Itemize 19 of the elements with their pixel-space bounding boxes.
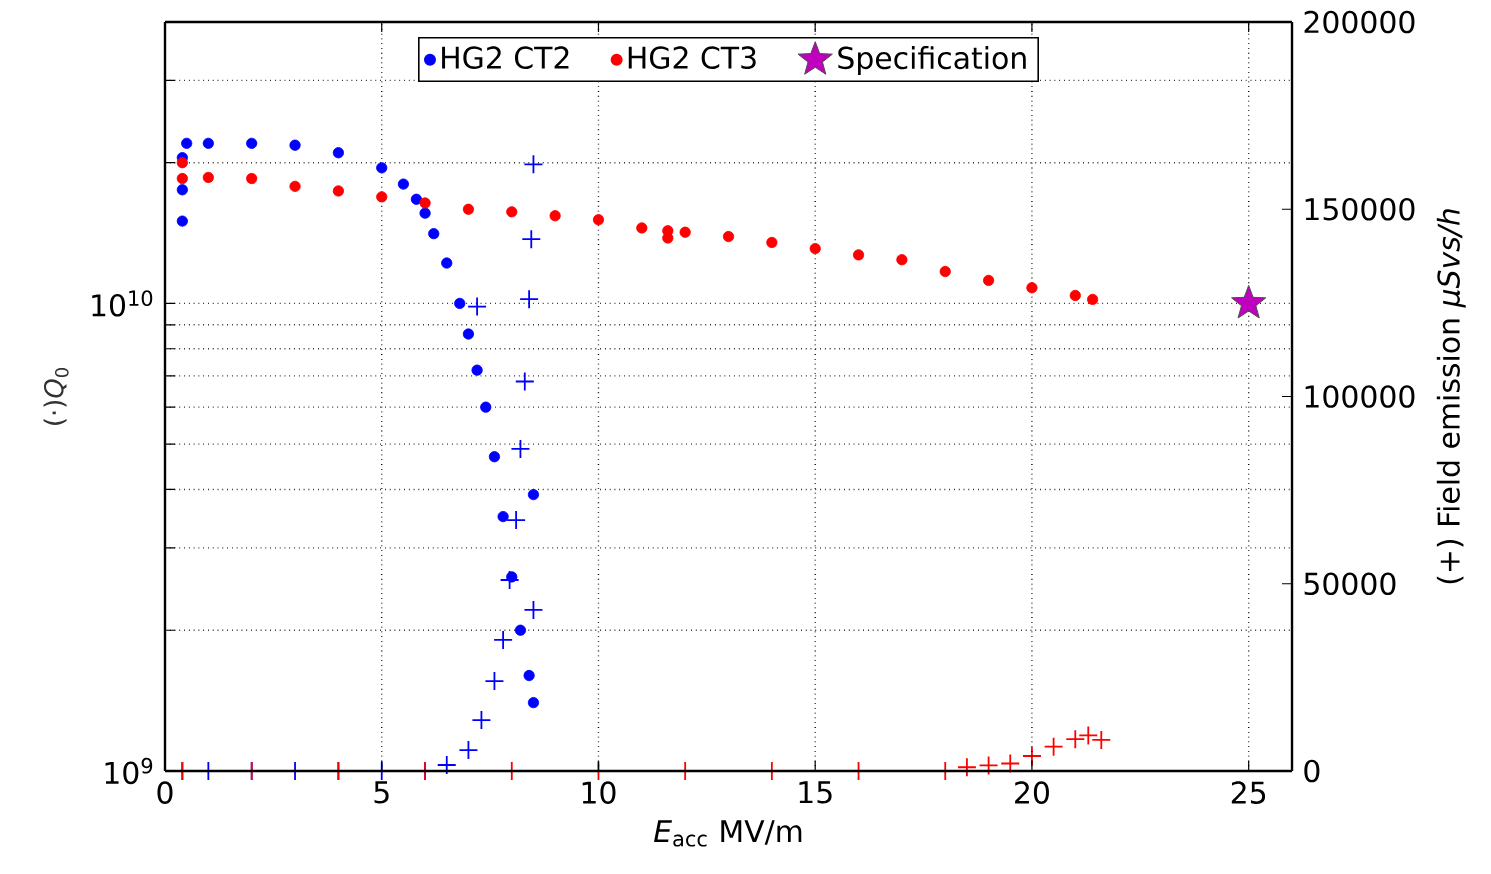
y2-axis-title: (+) Field emission µSvs/h [1436,209,1466,584]
x-axis-title: E$_{acc}$ MV/m [654,820,802,847]
y2-tick-label: 150000 [1305,197,1415,221]
legend-label: Specification [838,46,1026,76]
legend-label: HG2 CT3 [628,46,756,69]
legend-label: HG2 CT2 [442,46,569,69]
x-tick-label: 0 [157,781,173,804]
y-axis-title: (·)Q$_{0}$ [43,367,69,425]
x-tick-label: 10 [582,781,616,804]
x-tick-label: 15 [799,781,832,804]
x-tick-label: 20 [1015,781,1049,804]
y-tick-label: 10$^{9}$ [105,757,153,785]
y2-tick-label: 100000 [1305,385,1415,408]
y2-tick-label: 200000 [1304,10,1415,34]
y2-tick-label: 50000 [1304,572,1396,596]
x-tick-label: 25 [1231,781,1266,804]
y-tick-label: 10$^{10}$ [92,290,153,317]
y2-tick-label: 0 [1304,759,1320,783]
x-tick-label: 5 [374,781,389,804]
